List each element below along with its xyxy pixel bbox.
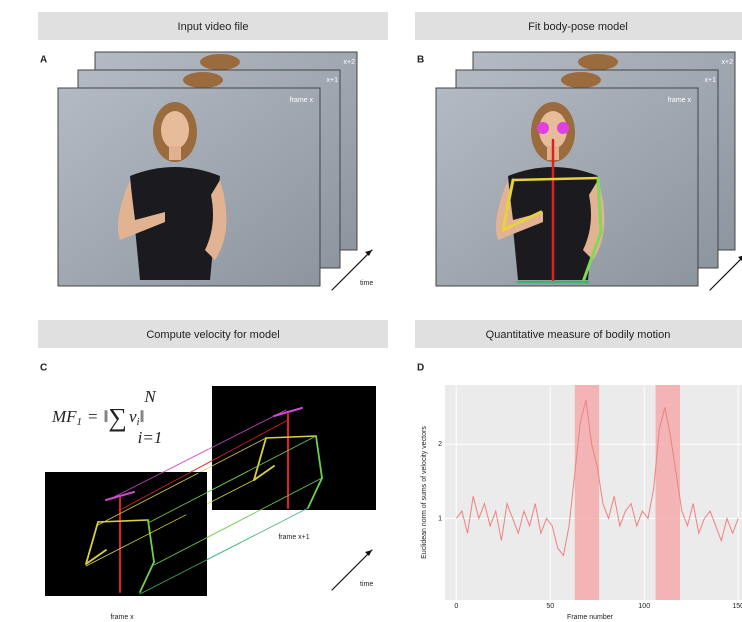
- shaded-region: [575, 385, 599, 600]
- skeleton-frame: [212, 386, 376, 510]
- hair: [183, 72, 223, 88]
- face: [161, 111, 189, 149]
- panel-letter: C: [40, 363, 47, 374]
- hair: [561, 72, 601, 88]
- formula-part: 1: [77, 416, 83, 428]
- formula-part: i=1: [138, 428, 163, 447]
- formula-part: N: [143, 387, 157, 406]
- x-axis-label: Frame number: [567, 614, 614, 621]
- shaded-region: [656, 385, 680, 600]
- panel-letter: B: [417, 55, 424, 66]
- frame-label: frame x: [110, 614, 134, 621]
- frame-label: x+1: [705, 77, 717, 84]
- x-tick-label: 100: [638, 603, 650, 610]
- head-joint: [537, 122, 549, 134]
- neck: [169, 146, 181, 160]
- arrow-head: [365, 550, 372, 556]
- panel-title: Fit body-pose model: [528, 21, 628, 33]
- time-label: time: [360, 581, 373, 588]
- y-axis-label: Euclidean norm of sums of velocity vecto…: [421, 426, 428, 559]
- frame-label: frame x: [290, 97, 314, 104]
- panel-title: Compute velocity for model: [146, 329, 279, 341]
- x-tick-label: 0: [454, 603, 458, 610]
- time-label: time: [360, 280, 373, 287]
- y-tick-label: 2: [438, 441, 442, 448]
- panel-title: Quantitative measure of bodily motion: [486, 329, 671, 341]
- formula-part: MF: [51, 407, 77, 426]
- y-tick-label: 1: [438, 515, 442, 522]
- figure: Input video file Fit body-pose model Com…: [0, 0, 742, 622]
- frame-label: x+1: [327, 77, 339, 84]
- frame-label: x+2: [344, 59, 356, 66]
- frame-label: x+2: [722, 59, 734, 66]
- hair: [578, 54, 618, 70]
- panel-letter: D: [417, 363, 424, 374]
- x-tick-label: 50: [546, 603, 554, 610]
- hair: [200, 54, 240, 70]
- formula-part: =: [88, 407, 98, 426]
- panel-title: Input video file: [178, 21, 249, 33]
- formula: MF1=‖∑vi‖: [51, 403, 144, 432]
- frame-label: frame x: [668, 97, 692, 104]
- arrow-head: [365, 250, 372, 256]
- panel-letter: A: [40, 55, 47, 66]
- frame-label: frame x+1: [278, 534, 309, 541]
- head-joint: [557, 122, 569, 134]
- x-tick-label: 150: [732, 603, 742, 610]
